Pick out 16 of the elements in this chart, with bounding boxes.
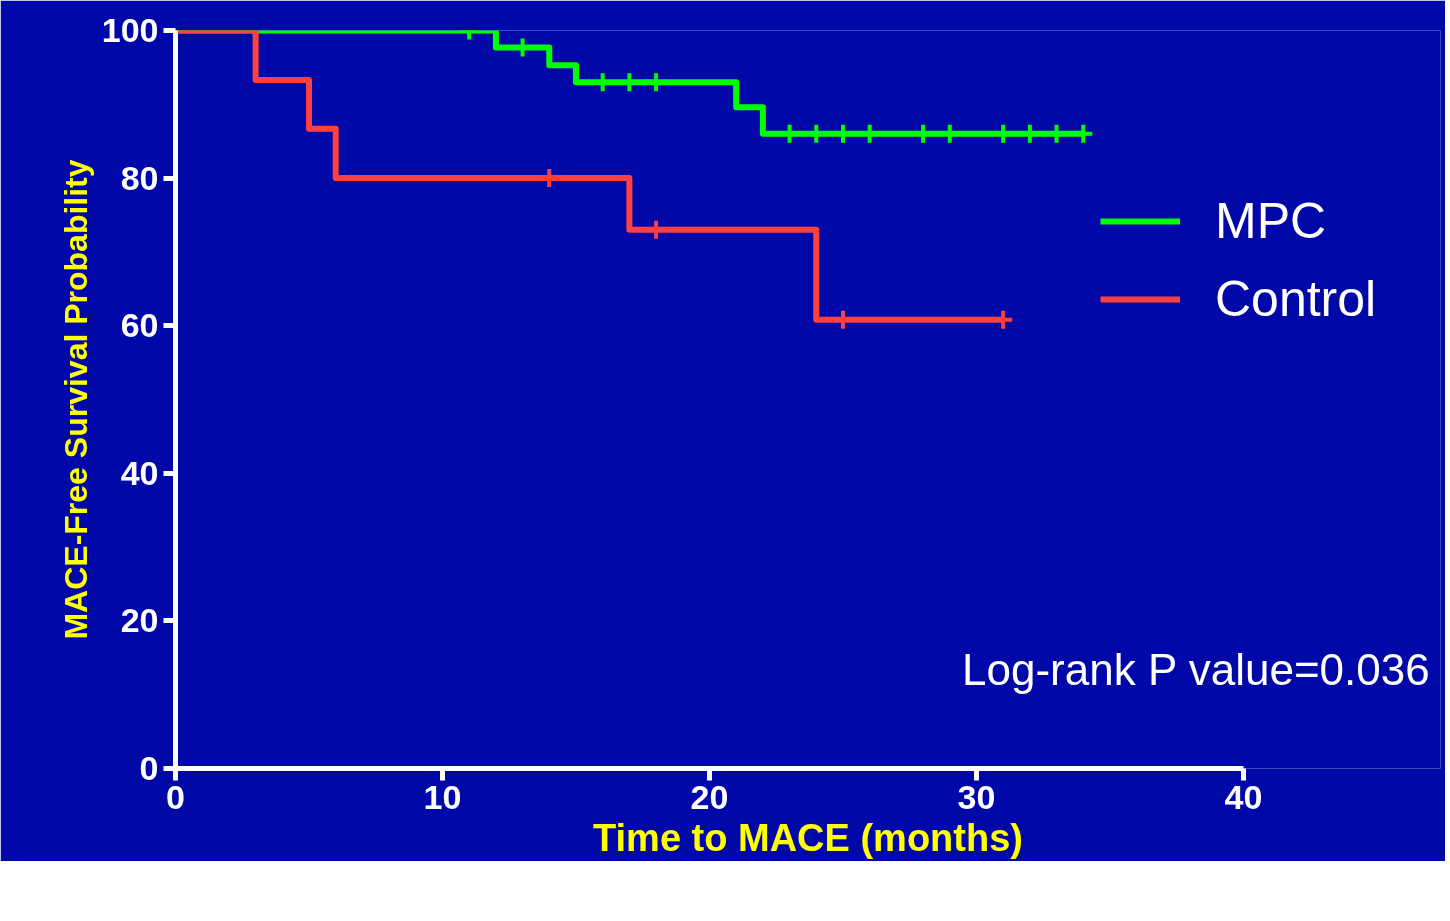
x-tick-label: 30 [957, 777, 996, 816]
legend-label: MPC [1215, 192, 1327, 250]
y-tick-label: 0 [139, 749, 159, 787]
y-axis-title: MACE-Free Survival Probability [57, 159, 94, 640]
x-tick-label: 0 [166, 777, 185, 816]
y-tick-label: 20 [120, 601, 159, 640]
y-tick-label: 60 [120, 306, 159, 345]
x-axis-title: Time to MACE (months) [593, 816, 1023, 859]
annotation: Log-rank P value=0.036 [962, 644, 1430, 694]
y-tick-label: 80 [120, 158, 159, 197]
y-tick-label: 100 [101, 11, 159, 49]
x-tick-label: 20 [690, 777, 729, 816]
x-tick-label: 40 [1224, 777, 1263, 816]
legend-label: Control [1215, 270, 1377, 328]
y-tick-label: 40 [120, 453, 159, 492]
x-tick-label: 10 [423, 777, 462, 816]
